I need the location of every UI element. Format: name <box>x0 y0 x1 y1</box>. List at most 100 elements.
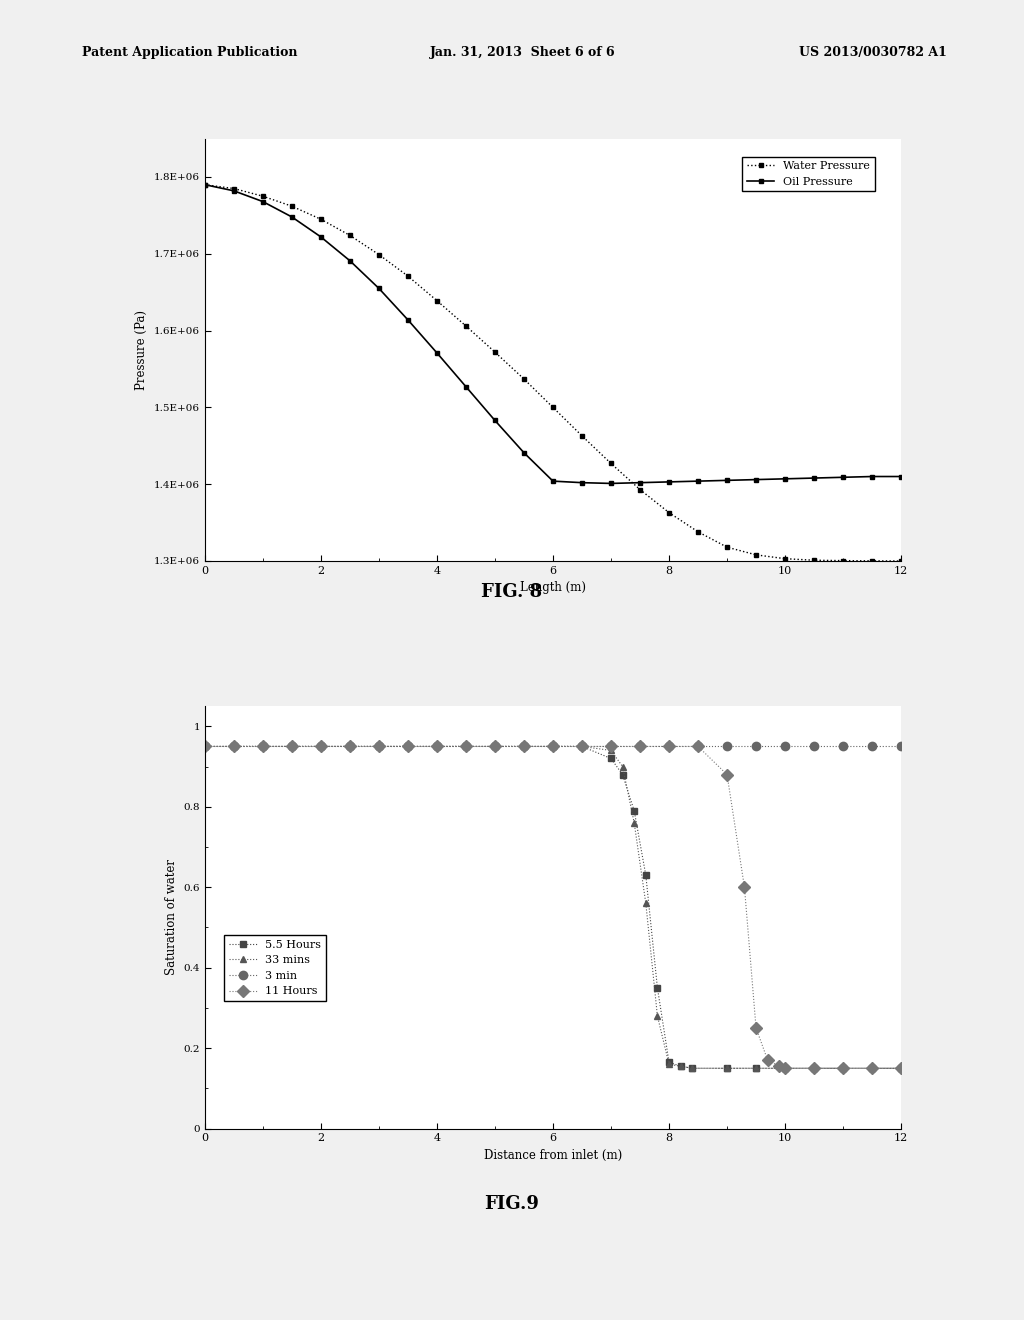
33 mins <box>547 738 559 754</box>
Line: Water Pressure: Water Pressure <box>203 182 903 564</box>
5.5 Hours <box>750 1060 762 1076</box>
3 min <box>488 738 501 754</box>
3 min <box>460 738 472 754</box>
11 Hours <box>721 767 733 783</box>
Text: FIG. 8: FIG. 8 <box>481 583 543 602</box>
Oil Pressure <box>750 471 762 487</box>
5.5 Hours <box>675 1059 687 1074</box>
3 min <box>663 738 675 754</box>
Oil Pressure <box>488 413 501 429</box>
3 min <box>227 738 240 754</box>
11 Hours <box>634 738 646 754</box>
33 mins <box>675 1059 687 1074</box>
Oil Pressure <box>605 475 617 491</box>
5.5 Hours <box>616 767 629 783</box>
Text: US 2013/0030782 A1: US 2013/0030782 A1 <box>799 46 946 59</box>
Line: 33 mins: 33 mins <box>202 743 904 1072</box>
X-axis label: Distance from inlet (m): Distance from inlet (m) <box>483 1148 623 1162</box>
33 mins <box>651 1008 664 1024</box>
3 min <box>518 738 530 754</box>
3 min <box>401 738 414 754</box>
33 mins <box>808 1060 820 1076</box>
Legend: Water Pressure, Oil Pressure: Water Pressure, Oil Pressure <box>742 157 874 191</box>
11 Hours <box>286 738 298 754</box>
11 Hours <box>547 738 559 754</box>
5.5 Hours <box>808 1060 820 1076</box>
5.5 Hours <box>779 1060 792 1076</box>
11 Hours <box>401 738 414 754</box>
11 Hours <box>663 738 675 754</box>
5.5 Hours <box>431 738 443 754</box>
3 min <box>344 738 356 754</box>
11 Hours <box>257 738 269 754</box>
Line: 3 min: 3 min <box>201 742 905 751</box>
11 Hours <box>460 738 472 754</box>
33 mins <box>750 1060 762 1076</box>
Oil Pressure <box>895 469 907 484</box>
Oil Pressure <box>866 469 879 484</box>
Line: Oil Pressure: Oil Pressure <box>203 182 903 486</box>
33 mins <box>575 738 588 754</box>
5.5 Hours <box>518 738 530 754</box>
3 min <box>547 738 559 754</box>
11 Hours <box>779 1060 792 1076</box>
Water Pressure <box>314 211 327 227</box>
Oil Pressure <box>314 228 327 244</box>
5.5 Hours <box>628 803 640 818</box>
Water Pressure <box>488 345 501 360</box>
33 mins <box>779 1060 792 1076</box>
Water Pressure <box>257 189 269 205</box>
33 mins <box>286 738 298 754</box>
Oil Pressure <box>227 183 240 199</box>
Text: Jan. 31, 2013  Sheet 6 of 6: Jan. 31, 2013 Sheet 6 of 6 <box>430 46 615 59</box>
3 min <box>257 738 269 754</box>
11 Hours <box>773 1059 785 1074</box>
5.5 Hours <box>686 1060 698 1076</box>
3 min <box>199 738 211 754</box>
Oil Pressure <box>431 345 443 360</box>
11 Hours <box>373 738 385 754</box>
3 min <box>750 738 762 754</box>
5.5 Hours <box>721 1060 733 1076</box>
33 mins <box>373 738 385 754</box>
Oil Pressure <box>779 471 792 487</box>
3 min <box>692 738 705 754</box>
Water Pressure <box>373 247 385 263</box>
33 mins <box>686 1060 698 1076</box>
11 Hours <box>866 1060 879 1076</box>
Oil Pressure <box>257 194 269 210</box>
11 Hours <box>837 1060 849 1076</box>
Text: Patent Application Publication: Patent Application Publication <box>82 46 297 59</box>
11 Hours <box>314 738 327 754</box>
33 mins <box>344 738 356 754</box>
Text: FIG.9: FIG.9 <box>484 1195 540 1213</box>
Water Pressure <box>721 540 733 556</box>
33 mins <box>663 1056 675 1072</box>
Water Pressure <box>547 400 559 416</box>
5.5 Hours <box>227 738 240 754</box>
3 min <box>634 738 646 754</box>
5.5 Hours <box>837 1060 849 1076</box>
Water Pressure <box>837 553 849 569</box>
Water Pressure <box>750 546 762 562</box>
Line: 5.5 Hours: 5.5 Hours <box>202 743 904 1072</box>
5.5 Hours <box>460 738 472 754</box>
5.5 Hours <box>547 738 559 754</box>
33 mins <box>199 738 211 754</box>
11 Hours <box>344 738 356 754</box>
5.5 Hours <box>605 751 617 767</box>
Y-axis label: Saturation of water: Saturation of water <box>165 859 178 975</box>
Water Pressure <box>866 553 879 569</box>
5.5 Hours <box>866 1060 879 1076</box>
5.5 Hours <box>663 1055 675 1071</box>
3 min <box>286 738 298 754</box>
5.5 Hours <box>895 1060 907 1076</box>
5.5 Hours <box>651 979 664 995</box>
5.5 Hours <box>373 738 385 754</box>
Water Pressure <box>199 177 211 193</box>
33 mins <box>518 738 530 754</box>
33 mins <box>837 1060 849 1076</box>
5.5 Hours <box>575 738 588 754</box>
Legend: 5.5 Hours, 33 mins, 3 min, 11 Hours: 5.5 Hours, 33 mins, 3 min, 11 Hours <box>224 936 326 1001</box>
11 Hours <box>738 879 751 895</box>
